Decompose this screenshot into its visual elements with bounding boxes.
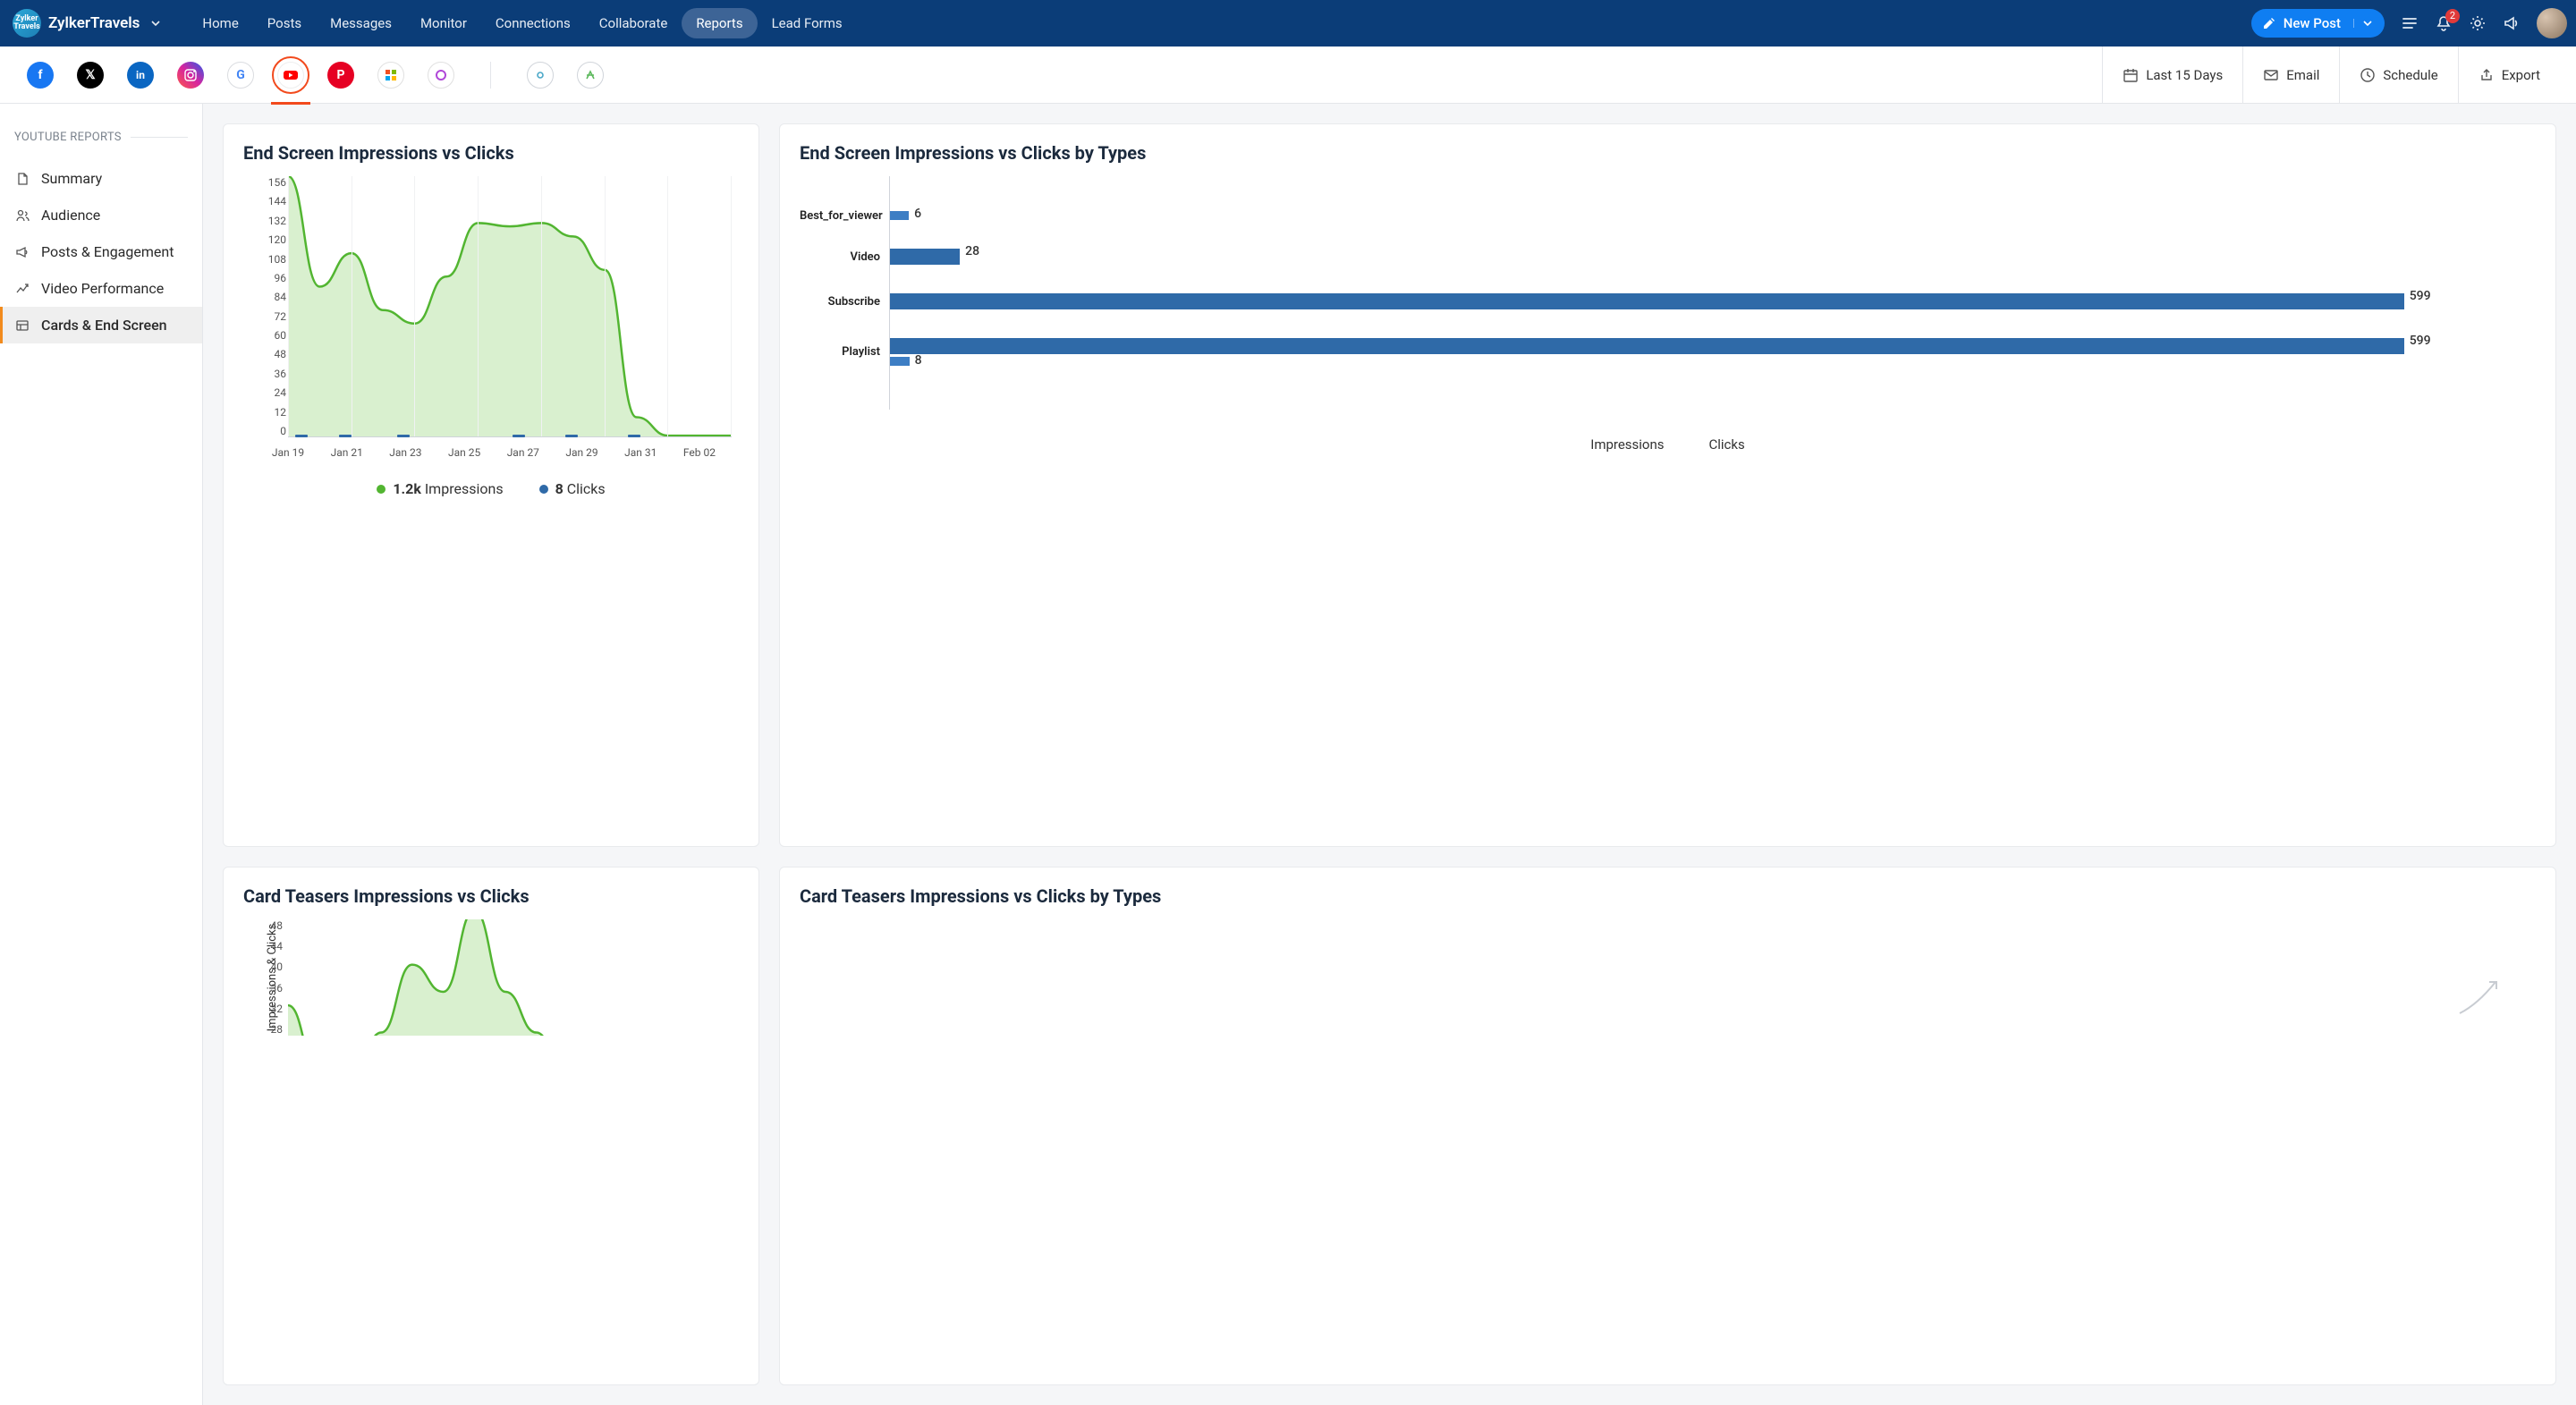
sidebar-item-cards-end-screen[interactable]: Cards & End Screen	[0, 307, 202, 343]
sidebar-section-title: YOUTUBE REPORTS	[0, 122, 202, 160]
schedule-button[interactable]: Schedule	[2339, 47, 2457, 104]
people-icon	[14, 208, 30, 223]
card-teasers-line-chart-card: Card Teasers Impressions vs Clicks Impre…	[223, 867, 759, 1385]
nav-posts[interactable]: Posts	[253, 8, 316, 38]
sidebar-label: Audience	[41, 207, 100, 224]
bar-row-subscribe: Subscribe599	[800, 291, 2536, 312]
card-teasers-bar-chart-card: Card Teasers Impressions vs Clicks by Ty…	[779, 867, 2556, 1385]
sidebar-item-audience[interactable]: Audience	[0, 197, 202, 233]
new-post-button[interactable]: New Post	[2251, 9, 2385, 38]
sidebar-item-posts-engagement[interactable]: Posts & Engagement	[0, 233, 202, 270]
export-label: Export	[2502, 67, 2540, 83]
list-icon[interactable]	[2401, 14, 2419, 32]
bell-icon[interactable]: 2	[2435, 14, 2453, 32]
chart4-placeholder	[800, 919, 2536, 1018]
gear-icon[interactable]	[2469, 14, 2487, 32]
network-toolbar: f 𝕏 in G P Last 15 Days Email Schedule E…	[0, 47, 2576, 104]
notification-badge: 2	[2445, 9, 2460, 23]
chart3-area: Impressions & Clicks 484440363228	[243, 919, 739, 1036]
threads-icon[interactable]	[428, 62, 454, 89]
chart2-legend: Impressions Clicks	[800, 436, 2536, 453]
bar-row-playlist: Playlist5998	[800, 335, 2536, 368]
facebook-icon[interactable]: f	[27, 62, 54, 89]
nav-home[interactable]: Home	[188, 8, 252, 38]
youtube-icon[interactable]	[277, 62, 304, 89]
google-icon[interactable]: G	[227, 62, 254, 89]
announce-icon[interactable]	[2503, 14, 2521, 32]
main-content: End Screen Impressions vs Clicks Impress…	[203, 104, 2576, 1405]
email-button[interactable]: Email	[2242, 47, 2339, 104]
new-post-dropdown[interactable]	[2353, 19, 2372, 28]
brand-switcher[interactable]: Zylker Travels ZylkerTravels	[13, 9, 161, 38]
divider	[490, 62, 491, 89]
date-range-selector[interactable]: Last 15 Days	[2102, 47, 2242, 104]
chart2-area: Best_for_viewer6 Video28 Subscribe599 Playl…	[800, 176, 2536, 410]
calendar-icon	[2123, 67, 2139, 83]
top-navbar: Zylker Travels ZylkerTravels HomePostsMe…	[0, 0, 2576, 47]
sidebar-item-video-performance[interactable]: Video Performance	[0, 270, 202, 307]
end-screen-line-chart-card: End Screen Impressions vs Clicks Impress…	[223, 123, 759, 847]
bar-row-best_for_viewer: Best_for_viewer6	[800, 208, 2536, 223]
x-twitter-icon[interactable]: 𝕏	[77, 62, 104, 89]
document-icon	[14, 172, 30, 186]
clock-icon	[2360, 67, 2376, 83]
pencil-icon	[2262, 16, 2276, 30]
chart4-title: Card Teasers Impressions vs Clicks by Ty…	[800, 885, 2536, 907]
extra-network-icon[interactable]	[577, 62, 604, 89]
date-range-label: Last 15 Days	[2146, 67, 2223, 83]
nav-connections[interactable]: Connections	[481, 8, 585, 38]
chart3-title: Card Teasers Impressions vs Clicks	[243, 885, 739, 907]
sidebar-item-summary[interactable]: Summary	[0, 160, 202, 197]
legend-clicks: Clicks	[1709, 436, 1745, 453]
new-post-label: New Post	[2284, 15, 2341, 31]
arrow-decoration-icon	[2455, 973, 2509, 1018]
end-screen-bar-chart-card: End Screen Impressions vs Clicks by Type…	[779, 123, 2556, 847]
sidebar-label: Posts & Engagement	[41, 243, 174, 260]
chart1-x-ticks: Jan 19Jan 21Jan 23Jan 25Jan 27Jan 29Jan …	[288, 446, 732, 459]
schedule-label: Schedule	[2383, 67, 2437, 83]
user-avatar[interactable]	[2537, 8, 2567, 38]
chart1-title: End Screen Impressions vs Clicks	[243, 142, 739, 164]
export-button[interactable]: Export	[2458, 47, 2560, 104]
chart1-y-ticks: 15614413212010896847260483624120	[263, 176, 286, 437]
nav-lead-forms[interactable]: Lead Forms	[758, 8, 857, 38]
chevron-down-icon	[150, 18, 161, 29]
sidebar-label: Summary	[41, 170, 102, 187]
bar-row-video: Video28	[800, 246, 2536, 267]
nav-collaborate[interactable]: Collaborate	[585, 8, 682, 38]
mastodon-icon[interactable]	[377, 62, 404, 89]
link-icon[interactable]	[527, 62, 554, 89]
social-network-icons: f 𝕏 in G P	[27, 62, 604, 89]
reports-sidebar: YOUTUBE REPORTS Summary Audience Posts & E…	[0, 104, 203, 1405]
nav-monitor[interactable]: Monitor	[406, 8, 481, 38]
chart3-y-ticks: 484440363228	[263, 919, 283, 1036]
nav-reports[interactable]: Reports	[682, 8, 757, 38]
chart3-plot	[288, 919, 732, 1036]
cards-icon	[14, 318, 30, 333]
pinterest-icon[interactable]: P	[327, 62, 354, 89]
main-nav: HomePostsMessagesMonitorConnectionsColla…	[188, 8, 856, 38]
envelope-icon	[2263, 67, 2279, 83]
chart1-legend: 1.2k Impressions8 Clicks	[243, 480, 739, 497]
megaphone-icon	[14, 245, 30, 259]
brand-logo: Zylker Travels	[13, 9, 41, 38]
nav-messages[interactable]: Messages	[316, 8, 406, 38]
linkedin-icon[interactable]: in	[127, 62, 154, 89]
instagram-icon[interactable]	[177, 62, 204, 89]
legend-impressions: Impressions	[1590, 436, 1664, 453]
export-icon	[2479, 67, 2495, 83]
trend-icon	[14, 282, 30, 296]
email-label: Email	[2286, 67, 2319, 83]
sidebar-label: Cards & End Screen	[41, 317, 167, 334]
chart2-title: End Screen Impressions vs Clicks by Type…	[800, 142, 2536, 164]
chart1-plot	[288, 176, 732, 437]
brand-name: ZylkerTravels	[48, 14, 140, 32]
sidebar-label: Video Performance	[41, 280, 164, 297]
chart1-area: Impressions & Clicks 1561441321201089684…	[243, 176, 739, 480]
